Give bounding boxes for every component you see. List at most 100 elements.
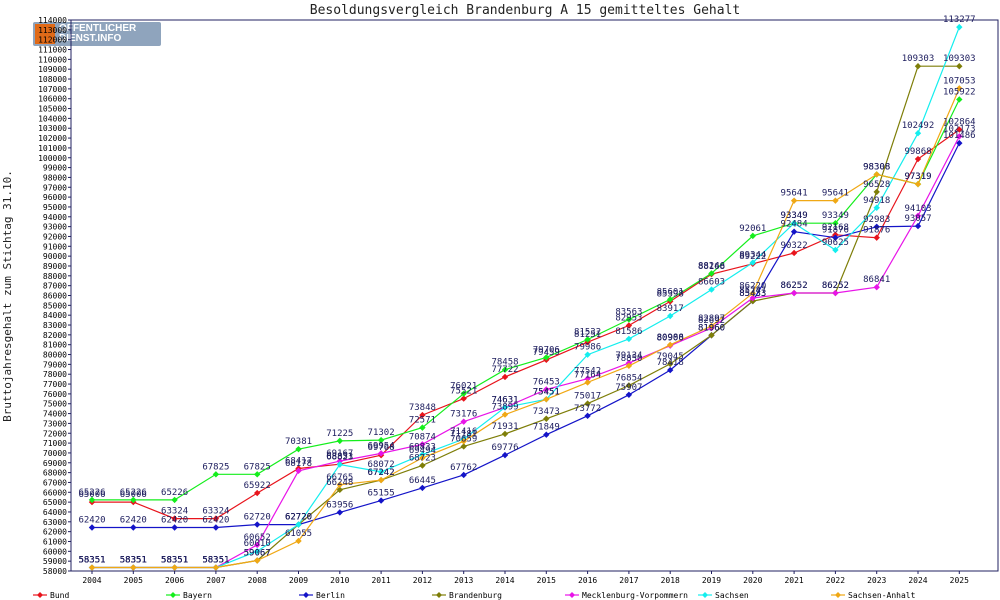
data-label: 58351 [202, 556, 229, 566]
data-label: 65922 [244, 481, 271, 491]
x-tick-label: 2015 [537, 576, 556, 585]
data-point [832, 289, 839, 297]
x-tick-label: 2012 [413, 576, 432, 585]
data-label: 81532 [574, 327, 601, 337]
data-label: 66248 [326, 478, 353, 488]
data-label: 102492 [902, 121, 935, 131]
data-point [914, 155, 922, 163]
data-label: 68851 [326, 452, 353, 462]
data-label: 62420 [202, 516, 229, 526]
data-label: 82953 [615, 313, 642, 323]
data-label: 71181 [450, 429, 477, 439]
data-label: 92061 [739, 224, 766, 234]
data-label: 68723 [409, 453, 436, 463]
data-label: 81251 [574, 330, 601, 340]
data-label: 68178 [285, 459, 312, 469]
legend-entry: Sachsen [715, 591, 749, 600]
y-tick-label: 68000 [43, 469, 67, 478]
data-label: 94103 [904, 204, 931, 214]
data-label: 88168 [698, 262, 725, 272]
data-point [460, 395, 467, 402]
data-label: 95641 [781, 189, 808, 199]
data-label: 78850 [615, 354, 642, 364]
data-point [667, 341, 674, 349]
data-label: 73772 [574, 404, 601, 414]
data-point [832, 234, 839, 241]
y-tick-label: 98000 [43, 173, 67, 182]
data-point [873, 188, 880, 196]
y-tick-label: 60000 [43, 547, 67, 556]
x-tick-label: 2005 [124, 576, 143, 585]
data-label: 89222 [739, 252, 766, 262]
data-point [543, 431, 550, 438]
data-point [295, 445, 302, 453]
data-point [708, 322, 715, 330]
data-label: 65155 [368, 489, 395, 499]
data-point [501, 411, 509, 418]
y-tick-label: 111000 [38, 46, 67, 55]
y-tick-label: 107000 [38, 85, 67, 94]
data-label: 82692 [698, 316, 725, 326]
data-point [336, 509, 343, 516]
data-point [212, 471, 220, 478]
data-point [254, 471, 261, 478]
data-point [749, 259, 756, 266]
data-point [584, 375, 591, 382]
data-labels: 65006 65006 63324 63324 65922 68417 68851 69768… [78, 15, 975, 565]
data-point [171, 515, 178, 522]
data-label: 67242 [368, 468, 395, 478]
data-label: 83563 [615, 307, 642, 317]
data-label: 72571 [409, 416, 436, 426]
data-point [460, 471, 467, 479]
legend-swatch-marker [702, 592, 708, 598]
data-label: 65226 [78, 488, 105, 498]
data-point [956, 85, 963, 92]
data-point [419, 451, 426, 458]
data-label: 94918 [863, 196, 890, 206]
logo-line-1: OFFENTLICHER [59, 23, 137, 34]
data-label: 85601 [657, 287, 684, 297]
data-label: 102173 [943, 124, 976, 134]
x-tick-label: 2021 [784, 576, 803, 585]
data-label: 81586 [615, 327, 642, 337]
data-point [130, 564, 137, 571]
data-point [254, 548, 261, 555]
data-point [584, 379, 591, 386]
legend-swatch-marker [835, 592, 841, 598]
data-label: 70659 [450, 434, 477, 444]
data-point [873, 171, 880, 178]
y-tick-label: 86000 [43, 292, 67, 301]
data-label: 76021 [450, 382, 477, 392]
y-tick-label: 108000 [38, 75, 67, 84]
data-label: 58351 [161, 556, 188, 566]
legend-entry: Sachsen-Anhalt [848, 591, 916, 600]
data-label: 65006 [78, 490, 105, 500]
data-label: 60010 [244, 539, 271, 549]
y-tick-label: 73000 [43, 419, 67, 428]
data-label: 61055 [285, 529, 312, 539]
data-label: 58351 [202, 556, 229, 566]
data-label: 91876 [822, 226, 849, 236]
y-tick-label: 84000 [43, 311, 67, 320]
legend-swatch-marker [436, 592, 442, 598]
data-label: 85747 [739, 286, 766, 296]
data-label: 68823 [326, 453, 353, 463]
series-line [92, 26, 960, 569]
data-point [295, 537, 302, 545]
y-tick-label: 76000 [43, 390, 67, 399]
data-point [419, 424, 426, 431]
y-tick-label: 71000 [43, 439, 67, 448]
data-point [625, 391, 633, 399]
data-label: 86603 [698, 278, 725, 288]
data-label: 65226 [120, 488, 147, 498]
data-label: 86841 [863, 275, 890, 285]
data-label: 76854 [615, 373, 642, 383]
data-point [543, 415, 550, 422]
data-label: 67762 [450, 463, 477, 473]
y-tick-label: 100000 [38, 154, 67, 163]
data-label: 58351 [78, 556, 105, 566]
data-label: 67825 [244, 462, 271, 472]
data-label: 67825 [202, 462, 229, 472]
y-tick-label: 83000 [43, 321, 67, 330]
